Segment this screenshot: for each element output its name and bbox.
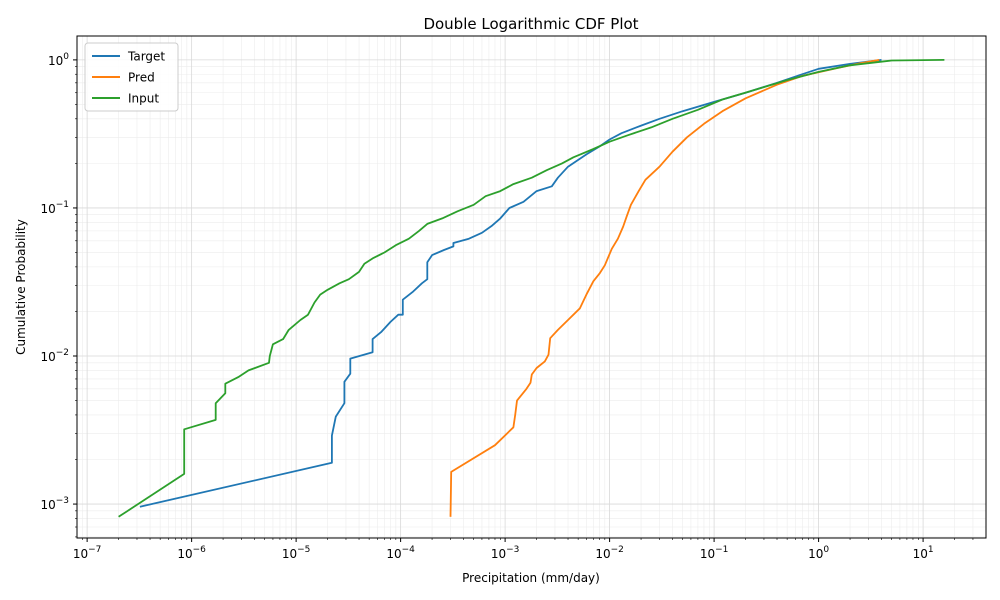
y-tick-label: 100: [48, 52, 69, 68]
x-axis-label: Precipitation (mm/day): [462, 571, 600, 585]
x-tick-label: 10−1: [700, 545, 729, 561]
legend-label-input: Input: [128, 92, 159, 106]
x-tick-label: 10−2: [595, 545, 624, 561]
series-line-pred: [449, 59, 880, 517]
grid: [77, 36, 986, 538]
series-line-input: [118, 59, 945, 518]
legend-box: [84, 42, 179, 112]
series-lines: [118, 59, 945, 518]
x-tick-label: 101: [913, 545, 934, 561]
chart-title: Double Logarithmic CDF Plot: [423, 15, 638, 33]
y-tick-label: 10−3: [40, 496, 69, 512]
x-tick-label: 10−3: [491, 545, 520, 561]
x-tick-label: 10−6: [177, 545, 206, 561]
plot-frame: [76, 35, 987, 539]
series-line-target: [139, 59, 882, 508]
x-tick-label: 10−4: [386, 545, 415, 561]
legend: Target Pred Input: [84, 42, 179, 112]
x-tick-label: 100: [808, 545, 829, 561]
legend-label-target: Target: [127, 50, 165, 64]
y-tick-label: 10−1: [40, 200, 69, 216]
y-axis-label: Cumulative Probability: [14, 219, 28, 355]
legend-label-pred: Pred: [128, 71, 155, 85]
axis-ticks: 10−7 10−6 10−5 10−4 10−3 10−2 10−1 100 101 10−3 10…: [40, 52, 974, 561]
y-tick-label: 10−2: [40, 348, 69, 364]
x-tick-label: 10−5: [282, 545, 311, 561]
x-tick-label: 10−7: [73, 545, 102, 561]
